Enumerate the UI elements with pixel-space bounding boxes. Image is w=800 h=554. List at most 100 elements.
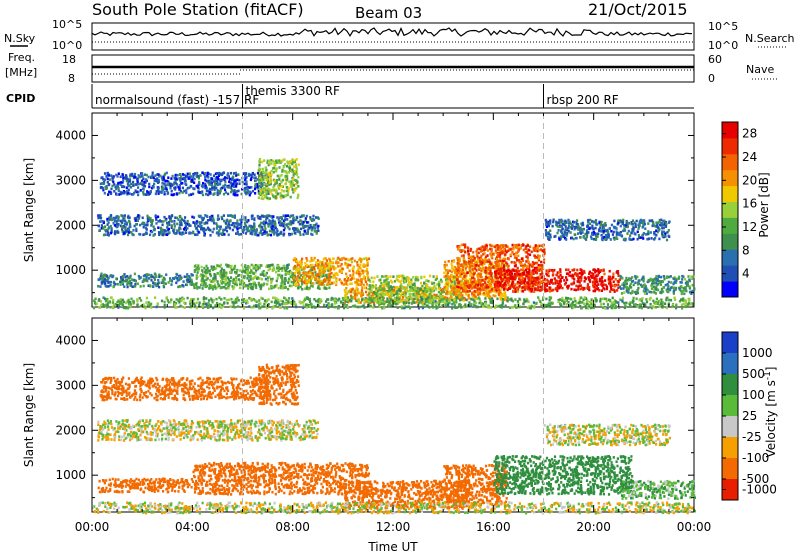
heatmap-cell	[541, 266, 544, 270]
heatmap-cell	[412, 275, 415, 279]
heatmap-cell	[580, 279, 583, 282]
heatmap-cell	[175, 192, 178, 195]
heatmap-cell	[345, 275, 349, 279]
heatmap-cell	[266, 196, 269, 200]
heatmap-cell	[219, 180, 222, 183]
heatmap-cell	[484, 294, 487, 298]
heatmap-cell	[195, 226, 198, 230]
heatmap-cell	[396, 275, 399, 278]
heatmap-cell	[287, 263, 290, 266]
heatmap-cell	[200, 221, 203, 224]
heatmap-cell	[190, 193, 193, 196]
heatmap-cell	[444, 283, 447, 287]
heatmap-cell	[258, 184, 261, 188]
heatmap-cell	[307, 224, 310, 228]
heatmap-cell	[251, 271, 254, 275]
heatmap-cell	[138, 277, 141, 280]
heatmap-cell	[228, 180, 231, 183]
heatmap-cell	[273, 232, 276, 236]
heatmap-cell	[402, 276, 406, 280]
heatmap-cell	[276, 229, 279, 233]
heatmap-cell	[194, 233, 197, 236]
heatmap-cell	[460, 275, 463, 278]
heatmap-cell	[477, 278, 480, 281]
heatmap-cell	[275, 270, 278, 274]
heatmap-cell	[263, 232, 266, 235]
heatmap-cell	[375, 294, 378, 298]
heatmap-cell	[461, 279, 464, 283]
heatmap-cell	[261, 194, 264, 197]
heatmap-cell	[144, 274, 147, 277]
heatmap-cell	[247, 265, 250, 268]
heatmap-cell	[536, 276, 539, 280]
heatmap-cell	[262, 170, 265, 174]
heatmap-cell	[157, 189, 160, 193]
heatmap-cell	[273, 161, 276, 165]
heatmap-cell	[236, 228, 239, 231]
heatmap-cell	[106, 277, 109, 280]
heatmap-cell	[265, 168, 268, 172]
heatmap-cell	[241, 180, 244, 184]
heatmap-cell	[278, 184, 281, 187]
heatmap-cell	[403, 300, 407, 304]
heatmap-cell	[269, 233, 273, 237]
heatmap-cell	[349, 278, 352, 281]
heatmap-cell	[250, 227, 253, 230]
heatmap-cell	[230, 223, 234, 227]
heatmap-cell	[467, 253, 470, 256]
heatmap-cell	[352, 277, 356, 280]
heatmap-cell	[109, 274, 112, 278]
heatmap-cell	[244, 264, 247, 268]
heatmap-cell	[314, 264, 317, 267]
heatmap-cell	[536, 247, 539, 250]
heatmap-cell	[534, 277, 538, 280]
freq-strip: Freq. [MHz] 18 8 60 0 Nave	[5, 51, 778, 85]
heatmap-cell	[200, 191, 203, 195]
freq-frame	[91, 54, 695, 83]
heatmap-cell	[311, 266, 314, 270]
heatmap-cell	[401, 285, 404, 289]
heatmap-cell	[581, 286, 584, 290]
heatmap-cell	[263, 224, 266, 228]
heatmap-cell	[510, 272, 514, 275]
heatmap-cell	[412, 292, 415, 296]
heatmap-cell	[450, 273, 453, 277]
heatmap-cell	[184, 226, 187, 230]
heatmap-cell	[133, 272, 136, 276]
heatmap-cell	[123, 185, 126, 189]
heatmap-cell	[522, 264, 525, 268]
heatmap-cell	[521, 289, 525, 293]
heatmap-cell	[208, 187, 211, 191]
heatmap-cell	[209, 173, 212, 176]
heatmap-cell	[267, 224, 270, 228]
heatmap-cell	[206, 277, 209, 280]
heatmap-cell	[374, 284, 377, 287]
heatmap-cell	[534, 246, 537, 250]
heatmap-cell	[103, 280, 106, 284]
heatmap-cell	[209, 272, 212, 276]
heatmap-cell	[481, 264, 484, 267]
heatmap-cell	[248, 282, 251, 286]
heatmap-cell	[266, 265, 270, 268]
heatmap-cell	[222, 184, 225, 188]
heatmap-cell	[325, 259, 328, 262]
heatmap-cell	[233, 214, 236, 217]
heatmap-cell	[247, 172, 251, 176]
heatmap-cell	[282, 233, 285, 237]
heatmap-cell	[433, 285, 436, 288]
heatmap-cell	[255, 286, 258, 290]
heatmap-cell	[183, 173, 186, 177]
heatmap-cell	[487, 284, 490, 287]
heatmap-cell	[496, 254, 499, 257]
heatmap-cell	[115, 173, 118, 177]
heatmap-cell	[473, 256, 476, 260]
heatmap-cell	[309, 271, 312, 275]
heatmap-cell	[270, 215, 273, 218]
heatmap-cell	[439, 278, 443, 282]
heatmap-cell	[281, 168, 284, 172]
heatmap-cell	[130, 231, 133, 234]
heatmap-cell	[332, 265, 335, 269]
heatmap-cell	[163, 187, 166, 191]
heatmap-cell	[217, 272, 220, 275]
heatmap-cell	[333, 272, 336, 276]
